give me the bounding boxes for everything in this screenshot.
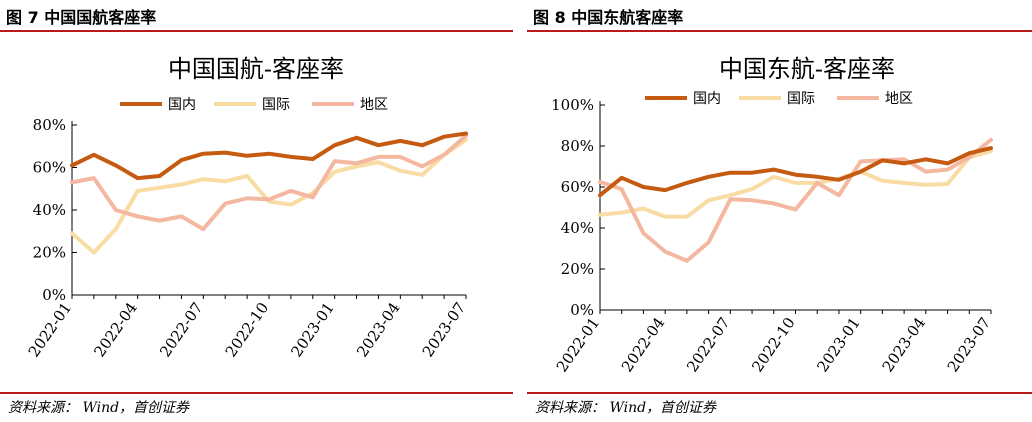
y-tick-label: 0% — [42, 286, 66, 304]
y-tick-label: 80% — [561, 137, 594, 155]
y-tick-label: 40% — [561, 219, 594, 237]
x-tick-label: 2023-01 — [813, 314, 864, 375]
series-line-1 — [70, 137, 468, 255]
y-tick-label: 20% — [33, 244, 66, 262]
legend-label: 国际 — [787, 91, 815, 107]
legend-label: 地区 — [885, 91, 913, 107]
series-line-0 — [598, 146, 993, 198]
top-rule — [527, 30, 1032, 32]
x-tick-label: 2022-01 — [553, 314, 604, 375]
legend-label: 国际 — [262, 97, 290, 113]
legend-label: 国内 — [168, 97, 196, 113]
y-tick-label: 40% — [33, 201, 66, 219]
legend-label: 地区 — [360, 97, 388, 113]
y-tick-label: 0% — [570, 301, 594, 319]
x-tick-label: 2022-04 — [90, 299, 141, 360]
figure-panel-7: 图 7 中国国航客座率 中国国航-客座率国内 国际 地区 0% 20% 40% 60% 80%… — [0, 0, 513, 422]
x-tick-label: 2023-04 — [353, 299, 404, 360]
x-tick-label: 2023-01 — [287, 299, 338, 360]
series-line-0 — [70, 131, 468, 181]
x-tick-label: 2022-10 — [748, 314, 799, 375]
x-tick-label: 2022-04 — [618, 314, 669, 375]
series-line-1 — [598, 149, 993, 219]
bottom-rule — [527, 392, 1032, 394]
x-tick-label: 2022-01 — [25, 299, 76, 360]
top-rule — [0, 30, 513, 32]
legend-label: 国内 — [693, 91, 721, 107]
series-line-2 — [70, 133, 468, 232]
figure-label: 图 7 中国国航客座率 — [6, 8, 157, 27]
y-tick-label: 60% — [33, 159, 66, 177]
source-note: 资料来源： Wind，首创证券 — [535, 400, 717, 416]
y-tick-label: 20% — [561, 260, 594, 278]
source-note: 资料来源： Wind，首创证券 — [8, 400, 190, 416]
x-tick-label: 2023-07 — [944, 314, 995, 375]
y-tick-label: 60% — [561, 178, 594, 196]
figure-panel-8: 图 8 中国东航客座率 中国东航-客座率国内 国际 地区 0% 20% 40% 60% 80%… — [527, 0, 1032, 422]
x-tick-label: 2022-10 — [222, 299, 273, 360]
series-line-2 — [598, 137, 993, 263]
chart-title: 中国东航-客座率 — [719, 55, 895, 83]
x-tick-label: 2022-07 — [156, 299, 207, 360]
x-tick-label: 2023-04 — [879, 314, 930, 375]
bottom-rule — [0, 392, 513, 394]
x-tick-label: 2022-07 — [683, 314, 734, 375]
figure-label: 图 8 中国东航客座率 — [533, 8, 684, 27]
x-tick-label: 2023-07 — [419, 299, 470, 360]
y-tick-label: 100% — [551, 96, 594, 114]
chart-title: 中国国航-客座率 — [168, 55, 344, 83]
y-tick-label: 80% — [33, 116, 66, 134]
